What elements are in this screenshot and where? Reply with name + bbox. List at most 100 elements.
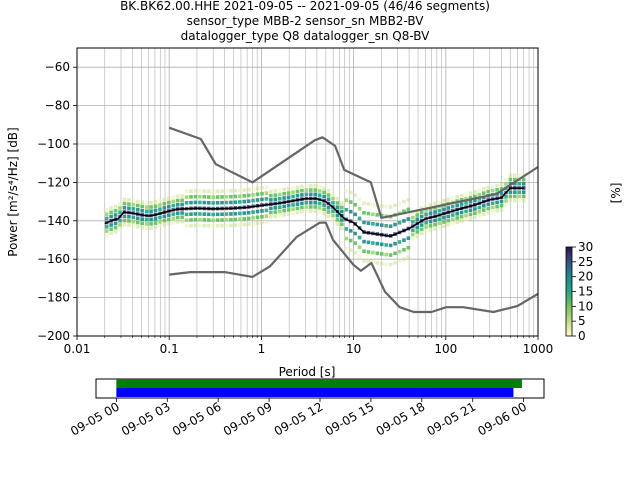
density-cell [411, 232, 415, 237]
density-cell [113, 230, 118, 234]
density-cell [437, 225, 442, 230]
density-cell [304, 188, 309, 192]
density-cell [282, 196, 286, 200]
density-cell [490, 209, 495, 214]
density-cell [184, 189, 189, 194]
density-cell [308, 184, 313, 188]
density-cell [508, 198, 513, 203]
density-cell [490, 184, 495, 189]
density-cell [357, 245, 362, 249]
density-cell [340, 226, 344, 231]
density-cell [122, 214, 127, 219]
density-cell [366, 221, 371, 225]
density-cell [486, 202, 491, 207]
density-cell [153, 217, 158, 221]
density-cell [211, 195, 215, 199]
density-cell [109, 206, 113, 210]
density-cell [198, 194, 202, 199]
density-cell [162, 206, 167, 210]
density-cell [286, 187, 291, 191]
density-cell [477, 197, 482, 201]
density-cell [220, 212, 224, 217]
density-cell [508, 173, 513, 178]
density-cell [419, 214, 424, 219]
density-cell [175, 219, 180, 224]
density-cell [468, 199, 473, 204]
density-cell [135, 220, 140, 225]
density-cell [397, 220, 402, 225]
density-cell [224, 223, 229, 228]
density-cell [237, 217, 242, 222]
density-cell [264, 208, 269, 213]
density-cell [450, 217, 455, 222]
density-cell [300, 184, 304, 189]
density-cell [149, 226, 153, 230]
density-cell [131, 202, 136, 207]
density-cell [202, 212, 207, 216]
density-cell [406, 217, 411, 221]
density-cell [104, 208, 109, 212]
density-cell [149, 217, 153, 222]
density-cell [180, 194, 184, 198]
colorbar-tick-label: 15 [578, 285, 593, 299]
density-cell [446, 223, 451, 227]
density-cell [255, 186, 260, 191]
density-cell [353, 250, 357, 255]
density-cell [366, 211, 371, 216]
colorbar-tick-label: 0 [578, 329, 586, 343]
density-cell [371, 260, 375, 265]
density-cell [304, 192, 309, 197]
density-cell [175, 211, 180, 216]
density-cell [269, 210, 273, 215]
density-cell [229, 223, 233, 228]
density-cell [144, 222, 149, 226]
density-cell [455, 195, 459, 199]
density-cell [144, 209, 149, 214]
density-cell [331, 217, 335, 222]
density-cell [322, 211, 326, 216]
density-cell [308, 200, 313, 205]
density-cell [322, 186, 326, 190]
density-cell [371, 202, 375, 207]
y-tick-label: −60 [45, 60, 70, 74]
density-cell [282, 191, 286, 196]
x-tick-label: 100 [434, 342, 457, 356]
density-cell [273, 206, 278, 210]
density-cell [109, 223, 113, 227]
density-cell [180, 219, 184, 224]
density-cell [269, 189, 273, 194]
density-cell [251, 198, 255, 203]
density-cell [233, 188, 238, 193]
density-cell [206, 224, 211, 228]
density-cell [269, 193, 273, 198]
density-cell [331, 213, 335, 218]
density-cell [490, 201, 495, 206]
density-cell [397, 249, 402, 254]
density-cell [424, 208, 428, 212]
density-cell [175, 198, 180, 203]
density-cell [348, 200, 353, 204]
density-cell [300, 210, 304, 214]
density-cell [419, 206, 424, 210]
density-cell [495, 204, 499, 209]
density-cell [251, 221, 255, 226]
density-cell [388, 224, 393, 229]
density-cell [353, 241, 357, 245]
density-cell [144, 201, 149, 205]
density-cell [442, 215, 446, 220]
density-cell [406, 197, 411, 202]
density-cell [255, 198, 260, 202]
density-cell [206, 189, 211, 194]
density-cell [384, 223, 388, 228]
density-cell [167, 204, 171, 209]
density-cell [499, 182, 504, 187]
density-cell [153, 225, 158, 230]
density-cell [326, 189, 331, 193]
density-cell [486, 185, 491, 190]
coverage-tick-label: 09-05 12 [272, 399, 326, 438]
density-cell [521, 194, 526, 199]
density-cell [113, 204, 118, 209]
density-cell [415, 213, 420, 217]
density-cell [180, 215, 184, 220]
ppsd-plot-area: 0.01 0.1 1 10 100 1000 −60 −80 −100 −120 −140 −160… [6, 47, 553, 379]
